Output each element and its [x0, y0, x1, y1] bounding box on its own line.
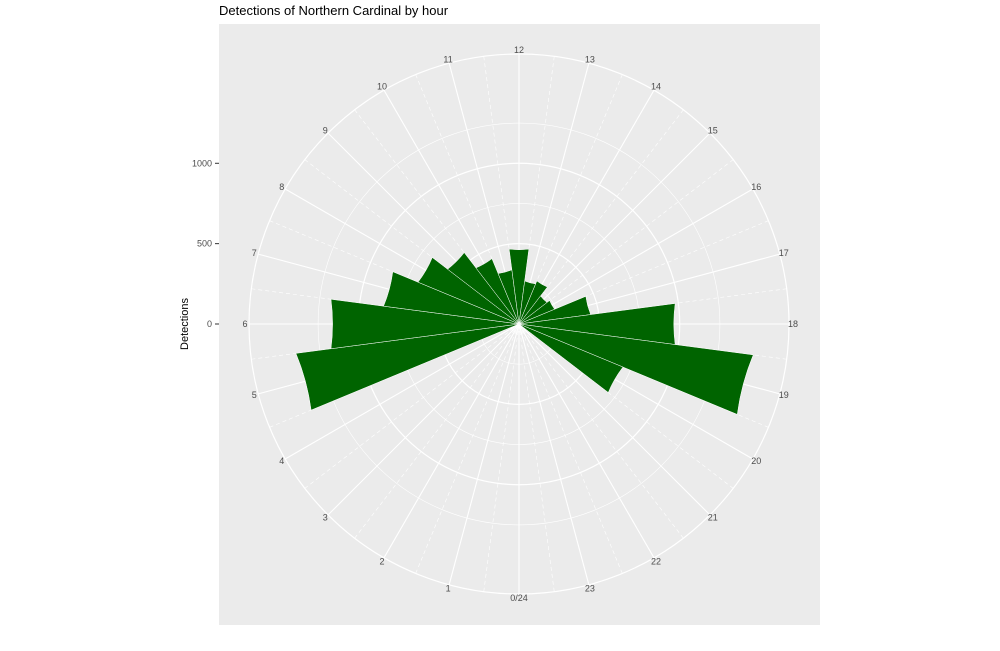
radial-grid-line: [518, 323, 655, 559]
y-tick-label: 500: [197, 239, 212, 249]
bar-hour-7: [383, 271, 520, 325]
radial-grid-line: [518, 63, 590, 325]
radial-minor-line: [518, 323, 555, 592]
bar-hour-20: [518, 323, 624, 393]
radial-minor-line: [518, 159, 734, 325]
chart-title: Detections of Northern Cardinal by hour: [219, 3, 449, 18]
hour-label-0: 0/24: [510, 593, 528, 603]
hour-label-15: 15: [708, 125, 718, 135]
hour-label-11: 11: [443, 54, 452, 64]
radial-minor-line: [415, 323, 520, 574]
radial-grid-line: [284, 323, 520, 460]
hour-label-22: 22: [651, 556, 661, 566]
radial-grid-line: [448, 323, 520, 585]
radial-minor-line: [518, 323, 684, 539]
radial-minor-line: [354, 323, 520, 539]
hour-label-1: 1: [446, 584, 451, 594]
hour-label-3: 3: [323, 513, 328, 523]
hour-label-2: 2: [379, 556, 384, 566]
bar-hour-5: [295, 323, 520, 411]
bar-layer: [295, 248, 754, 415]
radial-grid-line: [327, 323, 520, 516]
hour-label-20: 20: [751, 456, 761, 466]
radial-grid-line: [518, 132, 711, 325]
radial-minor-line: [518, 323, 623, 574]
radial-minor-line: [483, 323, 520, 592]
y-tick-label: 1000: [192, 158, 212, 168]
hour-label-23: 23: [585, 584, 595, 594]
bar-hour-12: [508, 248, 530, 325]
hour-label-17: 17: [779, 248, 789, 258]
hour-label-16: 16: [751, 182, 761, 192]
radial-minor-line: [304, 323, 520, 489]
hour-label-5: 5: [252, 390, 257, 400]
radial-grid-line: [518, 323, 711, 516]
bar-hour-8: [417, 257, 520, 325]
y-axis-ticks: 0 500 1000: [192, 158, 219, 329]
bar-hour-9: [447, 252, 520, 325]
hour-label-6: 6: [242, 319, 247, 329]
bar-hour-10: [475, 258, 520, 325]
y-tick-label: 0: [207, 319, 212, 329]
hour-label-14: 14: [651, 82, 661, 92]
hour-labels: 0/24123456789101112131415161718192021222…: [242, 45, 798, 603]
radial-grid-line: [518, 323, 590, 585]
hour-label-12: 12: [514, 45, 524, 55]
hour-label-13: 13: [585, 54, 595, 64]
hour-label-10: 10: [377, 82, 387, 92]
radial-grid-line: [518, 188, 754, 325]
bar-hour-19: [518, 323, 754, 415]
hour-label-7: 7: [252, 248, 257, 258]
hour-label-21: 21: [708, 513, 718, 523]
bar-hour-14: [518, 280, 548, 325]
hour-label-8: 8: [279, 182, 284, 192]
hour-label-4: 4: [279, 456, 284, 466]
y-axis-label: Detections: [179, 298, 191, 350]
bar-hour-6: [330, 298, 520, 350]
hour-label-9: 9: [323, 125, 328, 135]
hour-label-18: 18: [788, 319, 798, 329]
hour-label-19: 19: [779, 390, 789, 400]
radial-grid-line: [383, 323, 520, 559]
